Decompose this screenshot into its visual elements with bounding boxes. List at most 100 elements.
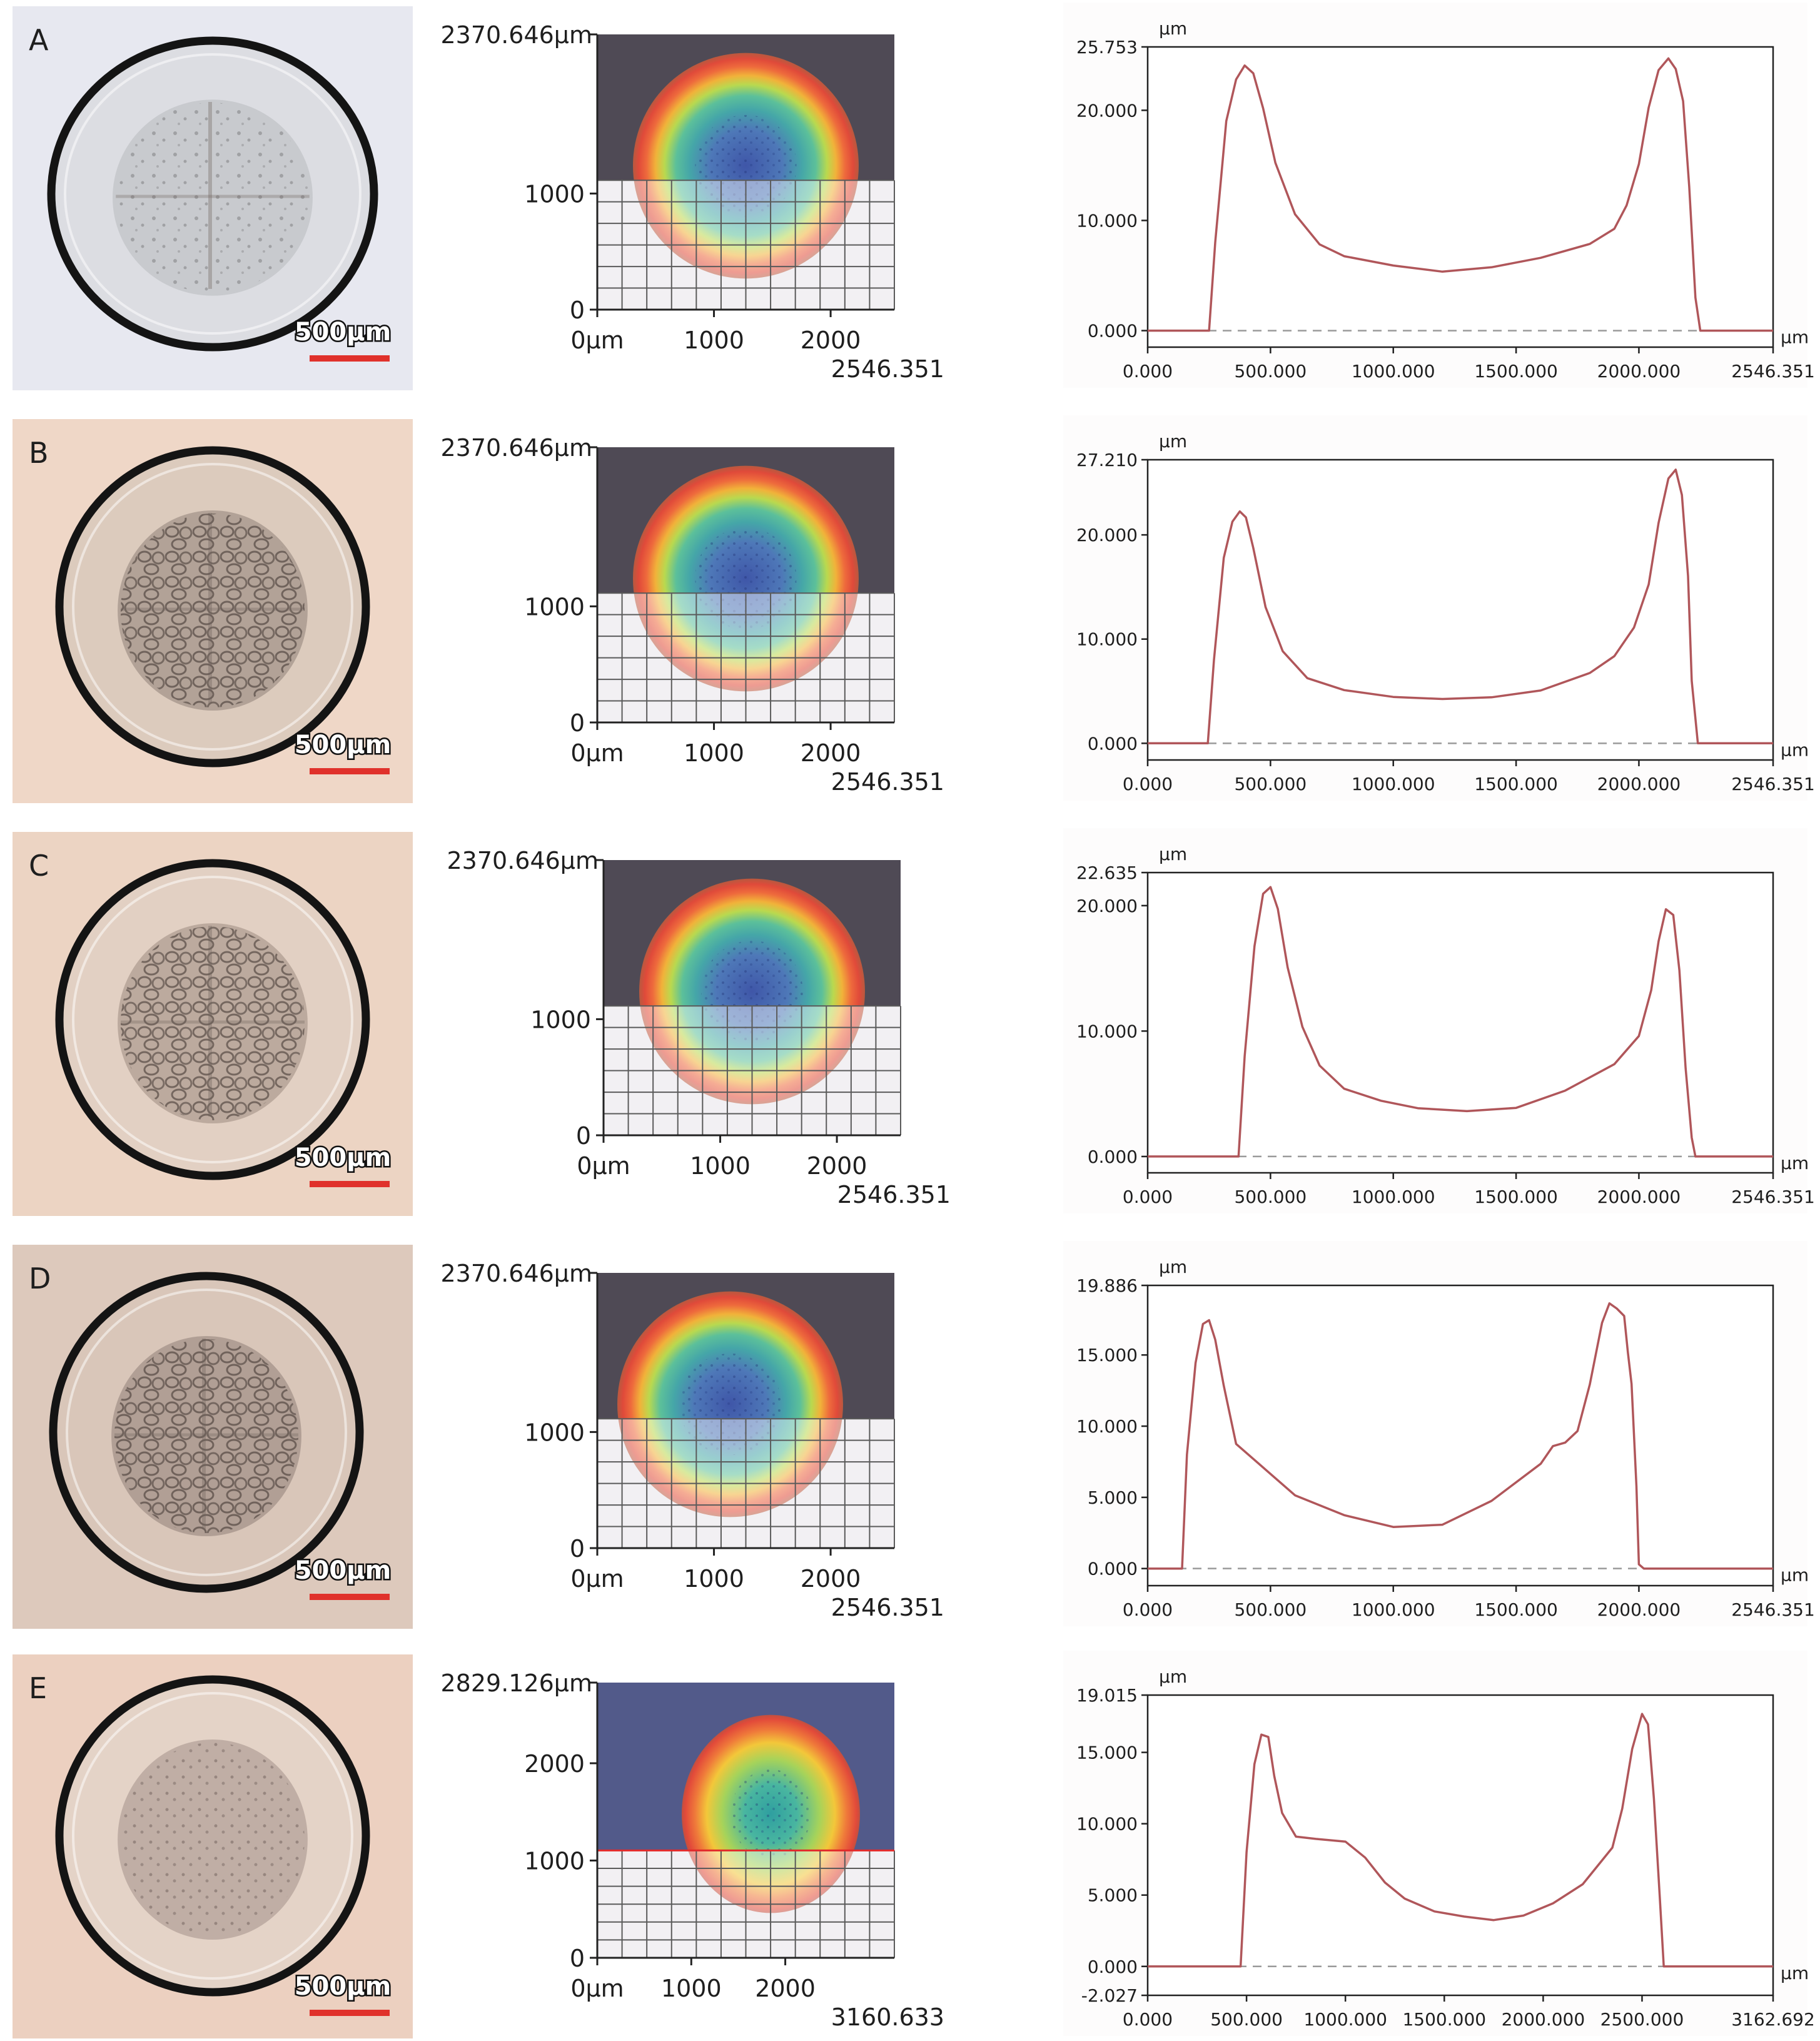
map-x-tick-label: 1000 xyxy=(684,739,744,767)
map-y-max-label: 2370.646µm xyxy=(440,21,592,49)
panel-label: E xyxy=(29,1671,47,1705)
scale-bar xyxy=(310,1181,390,1187)
height-map-speckle xyxy=(695,527,797,630)
droplet-inner-rim xyxy=(64,53,361,335)
map-x-max-label: 2546.351 xyxy=(837,1181,951,1208)
height-map-speckle xyxy=(701,940,803,1043)
map-x-tick-label: 2000 xyxy=(807,1152,867,1180)
map-x-tick-label: 2000 xyxy=(755,1975,816,2002)
map-x-tick-label: 0µm xyxy=(570,739,624,767)
map-y-max-label: 2370.646µm xyxy=(440,434,592,462)
x-tick-label: 2546.351 xyxy=(1731,361,1815,382)
x-tick-label: 2500.000 xyxy=(1600,2009,1684,2030)
x-tick-label: 1000.000 xyxy=(1352,1187,1435,1207)
map-x-max-label: 3160.633 xyxy=(831,2003,944,2031)
map-x-tick-label: 1000 xyxy=(684,1565,744,1593)
x-tick-label: 2546.351 xyxy=(1731,1187,1815,1207)
scale-bar xyxy=(310,768,390,774)
x-tick-label: 0.000 xyxy=(1123,2009,1173,2030)
map-x-max-label: 2546.351 xyxy=(831,768,944,796)
plot-frame xyxy=(1146,871,1774,1174)
x-unit-label: µm xyxy=(1781,327,1809,348)
map-y-tick-label: 0 xyxy=(570,1535,585,1562)
profile-series-line xyxy=(1148,57,1773,332)
y-tick-label: 27.210 xyxy=(1076,450,1138,470)
y-tick-label: 10.000 xyxy=(1076,210,1138,231)
height-map-speckle xyxy=(695,114,797,217)
deposit-texture xyxy=(121,1743,305,1937)
map-x-tick-label: 0µm xyxy=(570,327,624,354)
profile-chart: µm µm 19.886 15.000 10.000 5.000 0.000 0.000 500… xyxy=(1063,1241,1815,1626)
x-tick-label: 1500.000 xyxy=(1474,774,1558,794)
x-tick-label: 500.000 xyxy=(1210,2009,1283,2030)
profile-series-line xyxy=(1148,468,1773,745)
x-tick-label: 500.000 xyxy=(1234,774,1307,794)
y-tick-label: 5.000 xyxy=(1088,1885,1138,1906)
height-map-speckle xyxy=(679,1353,781,1456)
panel-label: B xyxy=(29,436,49,470)
y-tick-label: 15.000 xyxy=(1076,1743,1138,1763)
plot-frame xyxy=(1146,458,1774,761)
map-y-tick-label: 2000 xyxy=(524,1750,585,1778)
scale-bar-label: 500µm xyxy=(295,731,392,759)
scale-bar xyxy=(310,355,390,362)
map-y-tick-label: 1000 xyxy=(530,1006,591,1033)
y-tick-label: 0.000 xyxy=(1088,733,1138,754)
height-map: 2829.126µm 2000 1000 0 0µm 1000 2000 3160.633 xyxy=(440,1669,944,2031)
x-tick-label: 0.000 xyxy=(1123,1187,1173,1207)
y-unit-label: µm xyxy=(1159,18,1187,39)
y-tick-label: 10.000 xyxy=(1076,1416,1138,1437)
droplet-inner-rim xyxy=(72,1692,353,1980)
y-unit-label: µm xyxy=(1159,431,1187,452)
micrograph: 500µm A xyxy=(13,6,413,390)
scale-bar-label: 500µm xyxy=(295,318,392,347)
map-grid xyxy=(603,1005,901,1136)
x-tick-label: 1500.000 xyxy=(1402,2009,1486,2030)
profile-series-line xyxy=(1148,1713,1773,1968)
x-tick-label: 1000.000 xyxy=(1352,1599,1435,1620)
x-unit-label: µm xyxy=(1781,739,1809,760)
map-x-tick-label: 2000 xyxy=(801,327,861,354)
x-tick-label: 1500.000 xyxy=(1474,1599,1558,1620)
map-x-tick-label: 1000 xyxy=(690,1152,751,1180)
micrograph: 500µm B xyxy=(13,419,413,803)
map-x-max-label: 2546.351 xyxy=(831,355,944,383)
x-tick-label: 0.000 xyxy=(1123,774,1173,794)
x-tick-label: 500.000 xyxy=(1234,1599,1307,1620)
x-unit-label: µm xyxy=(1781,1565,1809,1586)
y-tick-label: 0.000 xyxy=(1088,1147,1138,1167)
x-tick-label: 0.000 xyxy=(1123,361,1173,382)
map-y-tick-label: 0 xyxy=(570,1945,585,1972)
x-unit-label: µm xyxy=(1781,1153,1809,1173)
x-tick-label: 2000.000 xyxy=(1597,1187,1681,1207)
scale-bar-label: 500µm xyxy=(295,1143,392,1172)
x-tick-label: 2546.351 xyxy=(1731,774,1815,794)
map-y-tick-label: 0 xyxy=(576,1122,591,1150)
x-tick-label: 2546.351 xyxy=(1731,1599,1815,1620)
map-y-max-label: 2370.646µm xyxy=(440,1260,592,1287)
map-x-tick-label: 0µm xyxy=(577,1152,630,1180)
x-tick-label: 3162.692 xyxy=(1731,2009,1815,2030)
profile-chart: µm µm 22.635 20.000 10.000 0.000 0.000 500.000 1… xyxy=(1063,828,1815,1213)
y-tick-label: 0.000 xyxy=(1088,1559,1138,1579)
map-x-max-label: 2546.351 xyxy=(831,1594,944,1621)
scale-bar xyxy=(310,1594,390,1600)
x-tick-label: 1000.000 xyxy=(1303,2009,1387,2030)
profile-chart: µm µm 27.210 20.000 10.000 0.000 0.000 500.000 1… xyxy=(1063,415,1815,801)
map-x-tick-label: 0µm xyxy=(570,1565,624,1593)
x-tick-label: 1500.000 xyxy=(1474,361,1558,382)
y-tick-label: 10.000 xyxy=(1076,1021,1138,1041)
profile-chart: µm µm 19.015 15.000 10.000 5.000 0.000 -2.027 0.… xyxy=(1063,1651,1815,2036)
plot-frame xyxy=(1146,46,1774,348)
y-tick-label: 22.635 xyxy=(1076,863,1138,883)
height-map-speckle xyxy=(731,1769,811,1859)
x-tick-label: 0.000 xyxy=(1123,1599,1173,1620)
scale-bar xyxy=(310,2010,390,2016)
map-y-tick-label: 1000 xyxy=(524,1847,585,1875)
map-y-tick-label: 0 xyxy=(570,296,585,324)
